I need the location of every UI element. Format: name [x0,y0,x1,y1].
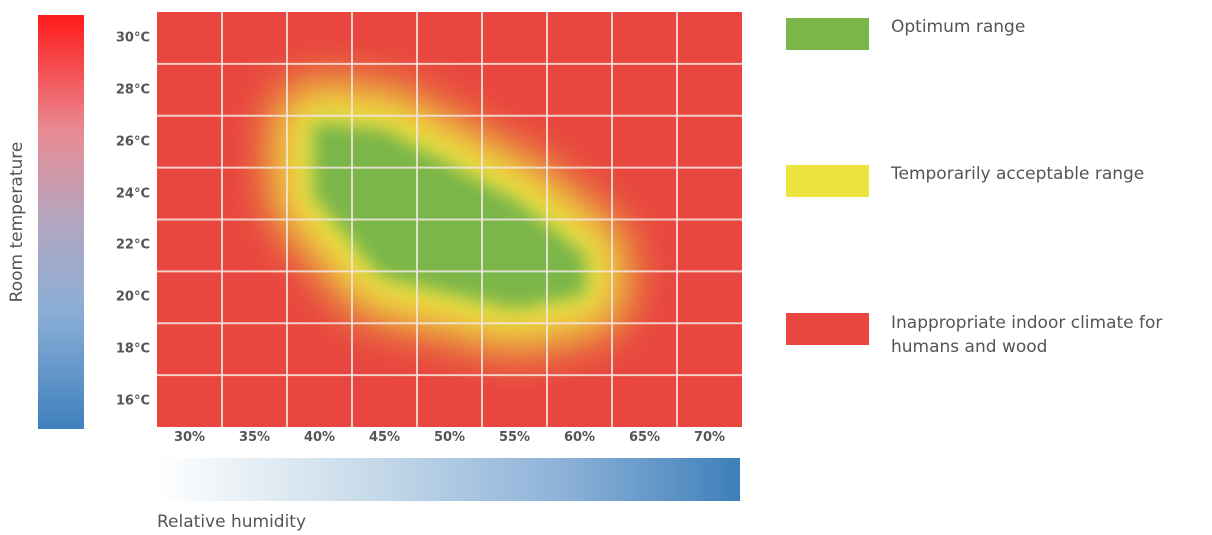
legend-label-inappropriate: Inappropriate indoor climate for humans … [891,313,1163,357]
y-tick-label: 16°C [115,393,150,409]
humidity-gradient-bar [157,458,740,501]
legend-swatch-acceptable [786,165,869,197]
y-tick-label: 22°C [115,237,150,253]
x-tick-label: 55% [498,430,531,445]
x-tick-label: 50% [433,430,466,445]
y-tick-label: 26°C [115,134,150,150]
y-tick-label: 24°C [115,186,150,202]
x-tick-label: 70% [693,430,726,445]
heatmap-svg [157,12,742,427]
x-tick-label: 60% [563,430,596,445]
legend-swatch-inappropriate [786,313,869,345]
y-tick-label: 20°C [115,289,150,305]
legend-label-acceptable: Temporarily acceptable range [891,164,1145,184]
legend-swatch-optimum [786,18,869,50]
x-tick-label: 30% [173,430,206,445]
x-tick-label: 45% [368,430,401,445]
y-tick-label: 30°C [115,30,150,46]
x-axis-label: Relative humidity [157,512,307,532]
y-tick-label: 18°C [115,341,150,357]
temperature-gradient-bar [38,15,84,429]
x-tick-label: 40% [303,430,336,445]
legend-label-optimum: Optimum range [891,17,1026,37]
x-tick-label: 65% [628,430,661,445]
x-tick-label: 35% [238,430,271,445]
y-tick-label: 28°C [115,82,150,98]
heatmap-area [157,12,742,427]
